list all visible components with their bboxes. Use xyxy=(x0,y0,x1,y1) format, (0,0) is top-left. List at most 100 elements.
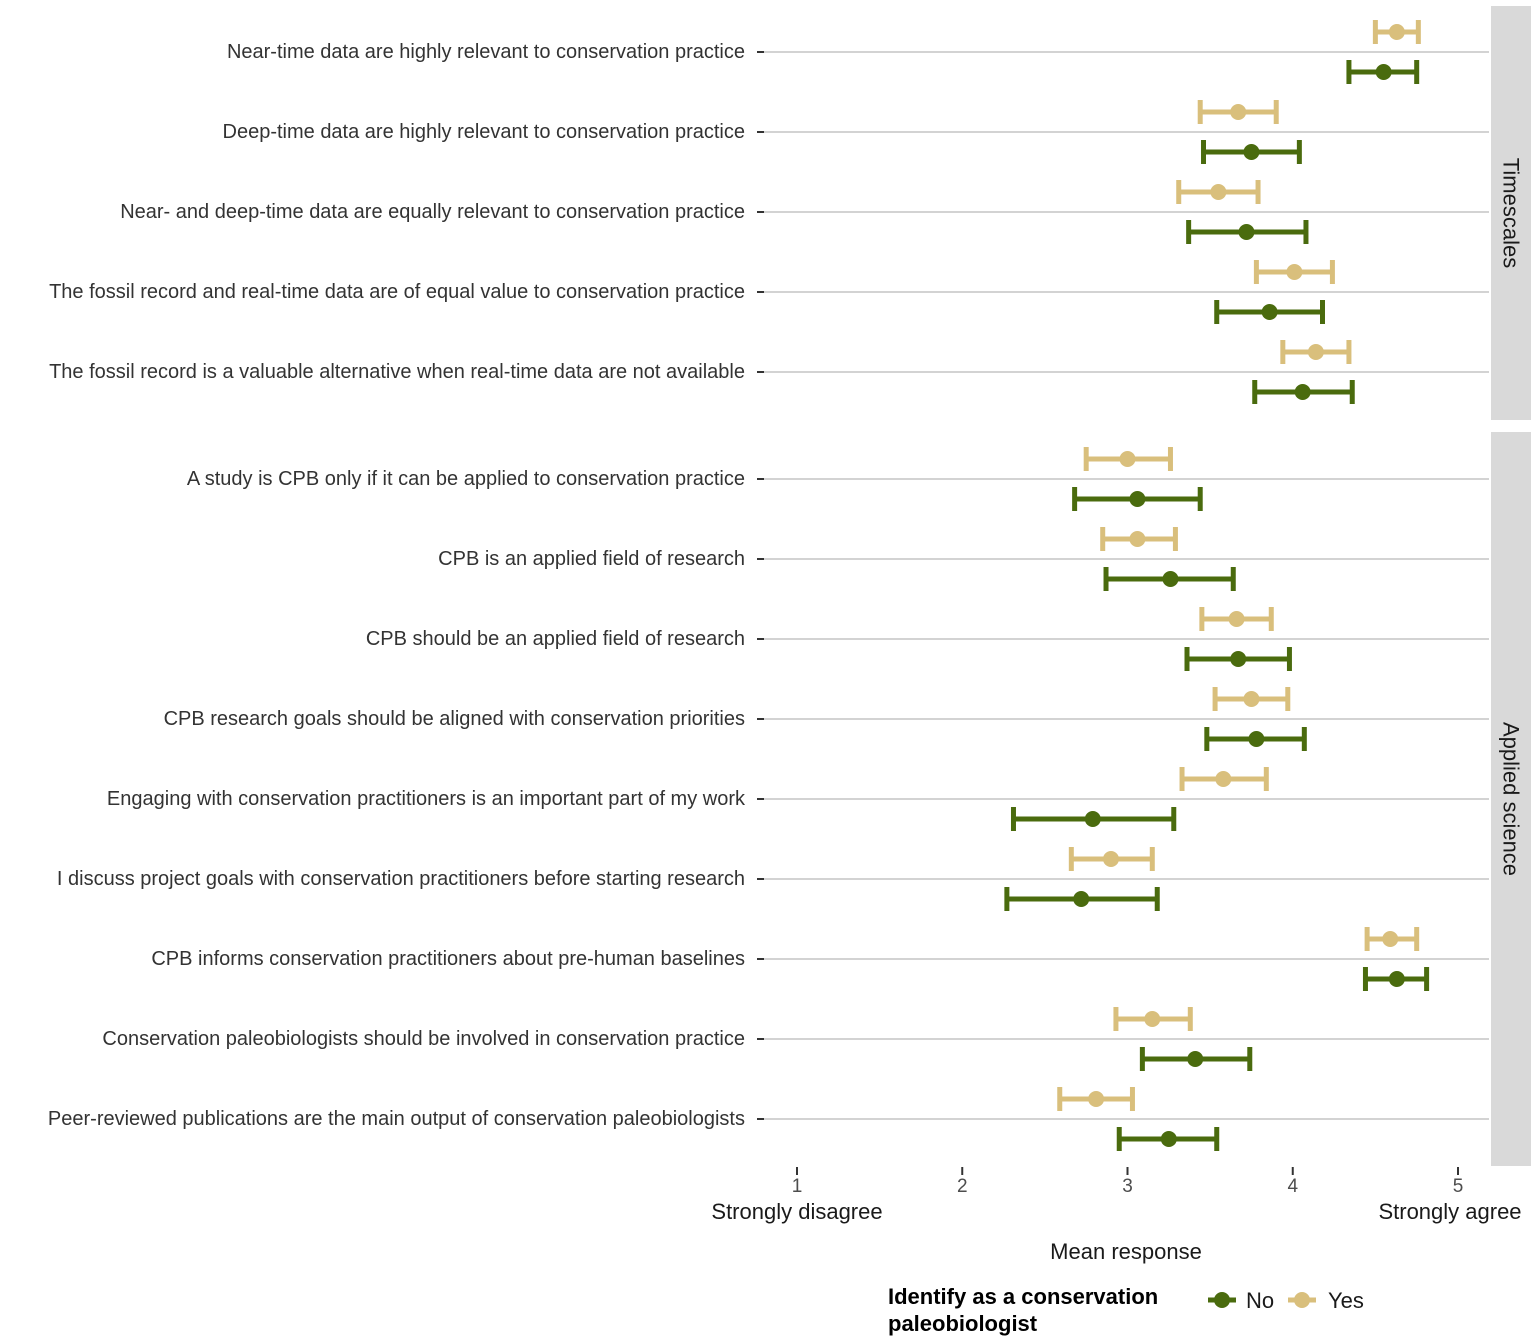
item-row xyxy=(1184,607,1292,671)
errorbar-no xyxy=(1010,807,1177,831)
errorbar-no xyxy=(1184,647,1292,671)
item-row xyxy=(1176,180,1309,244)
item-label: CPB is an applied field of research xyxy=(438,548,745,570)
mean-point xyxy=(1238,224,1255,240)
x-tick-label: 5 xyxy=(1453,1176,1464,1197)
errorbar-yes xyxy=(1199,607,1274,631)
errorbar-yes xyxy=(1057,1087,1135,1111)
mean-point xyxy=(1243,144,1260,160)
legend-key-point xyxy=(1214,1292,1230,1308)
mean-point xyxy=(1230,104,1247,120)
x-tick-label: 4 xyxy=(1287,1176,1298,1197)
grid-layer xyxy=(757,51,1489,1120)
mean-point xyxy=(1144,1011,1161,1027)
item-label: Near- and deep-time data are equally rel… xyxy=(120,201,745,223)
legend-key-point xyxy=(1294,1292,1310,1308)
errorbar-no xyxy=(1252,380,1355,404)
item-label: Engaging with conservation practitioners… xyxy=(107,788,746,810)
mean-point xyxy=(1162,571,1179,587)
mean-point xyxy=(1382,931,1399,947)
item-row xyxy=(1252,340,1355,404)
facet-strip-background xyxy=(1491,6,1531,420)
x-tick-label: 1 xyxy=(792,1176,803,1197)
mean-point xyxy=(1261,304,1278,320)
legend-label: Yes xyxy=(1328,1288,1364,1313)
item-label: CPB should be an applied field of resear… xyxy=(366,628,745,650)
series-layer xyxy=(1004,20,1430,1151)
mean-point xyxy=(1084,811,1101,827)
item-row xyxy=(1100,527,1236,591)
mean-point xyxy=(1210,184,1227,200)
errorbar-yes xyxy=(1212,687,1291,711)
legend-key-no: No xyxy=(1208,1288,1274,1313)
errorbar-yes xyxy=(1280,340,1352,364)
facet-strip-applied-science: Applied science xyxy=(1491,432,1531,1166)
legend-title-line1: Identify as a conservation xyxy=(888,1284,1158,1309)
errorbar-yes xyxy=(1068,847,1155,871)
mean-point xyxy=(1129,491,1146,507)
facet-strips: Timescales Applied science xyxy=(1491,6,1531,1166)
x-tick-label: 3 xyxy=(1122,1176,1133,1197)
errorbar-yes xyxy=(1197,100,1279,124)
item-row xyxy=(1113,1007,1253,1071)
mean-point xyxy=(1388,24,1405,40)
item-labels: Near-time data are highly relevant to co… xyxy=(48,41,746,1130)
item-label: I discuss project goals with conservatio… xyxy=(57,868,745,890)
errorbar-yes xyxy=(1113,1007,1193,1031)
errorbar-no xyxy=(1103,567,1236,591)
errorbar-no xyxy=(1214,300,1325,324)
facet-strip-timescales: Timescales xyxy=(1491,6,1531,420)
item-label: Conservation paleobiologists should be i… xyxy=(102,1028,745,1050)
x-axis: 1 2 3 4 5 Strongly disagree Strongly agree Mean… xyxy=(711,1167,1522,1264)
mean-point xyxy=(1248,731,1265,747)
errorbar-no xyxy=(1004,887,1160,911)
errorbar-no xyxy=(1072,487,1203,511)
errorbar-yes xyxy=(1364,927,1420,951)
legend-key-yes: Yes xyxy=(1288,1288,1364,1313)
errorbar-no xyxy=(1201,140,1302,164)
x-end-label-low: Strongly disagree xyxy=(711,1199,882,1224)
facet-strip-background xyxy=(1491,432,1531,1166)
mean-point xyxy=(1073,891,1090,907)
item-row xyxy=(1197,100,1302,164)
facet-strip-label: Applied science xyxy=(1499,722,1524,876)
errorbar-yes xyxy=(1179,767,1269,791)
item-row xyxy=(1362,927,1430,991)
x-axis-title: Mean response xyxy=(1050,1239,1202,1264)
mean-point xyxy=(1286,264,1303,280)
item-label: The fossil record and real-time data are… xyxy=(49,281,745,303)
errorbar-yes xyxy=(1083,447,1173,471)
errorbar-no xyxy=(1116,1127,1220,1151)
item-row xyxy=(1004,847,1160,911)
item-row xyxy=(1010,767,1269,831)
mean-point xyxy=(1102,851,1119,867)
errorbar-no xyxy=(1139,1047,1253,1071)
errorbar-no xyxy=(1186,220,1309,244)
item-label: CPB informs conservation practitioners a… xyxy=(151,948,745,970)
mean-point xyxy=(1119,451,1136,467)
item-row xyxy=(1072,447,1203,511)
item-label: Deep-time data are highly relevant to co… xyxy=(223,121,746,143)
item-label: A study is CPB only if it can be applied… xyxy=(187,468,745,490)
mean-point xyxy=(1228,611,1245,627)
item-row xyxy=(1204,687,1307,751)
item-label: CPB research goals should be aligned wit… xyxy=(164,708,745,730)
item-label: Near-time data are highly relevant to co… xyxy=(227,41,745,63)
facet-strip-label: Timescales xyxy=(1499,158,1524,268)
errorbar-yes xyxy=(1100,527,1178,551)
mean-point xyxy=(1129,531,1146,547)
mean-point xyxy=(1294,384,1311,400)
mean-point xyxy=(1375,64,1392,80)
mean-point xyxy=(1243,691,1260,707)
item-row xyxy=(1214,260,1335,324)
errorbar-no xyxy=(1346,60,1420,84)
mean-point xyxy=(1215,771,1232,787)
errorbar-yes xyxy=(1372,20,1421,44)
legend-label: No xyxy=(1246,1288,1274,1313)
errorbar-no xyxy=(1204,727,1307,751)
legend-title-line2: paleobiologist xyxy=(888,1311,1038,1336)
item-label: Peer-reviewed publications are the main … xyxy=(48,1108,745,1130)
mean-point xyxy=(1388,971,1405,987)
x-tick-label: 2 xyxy=(957,1176,968,1197)
